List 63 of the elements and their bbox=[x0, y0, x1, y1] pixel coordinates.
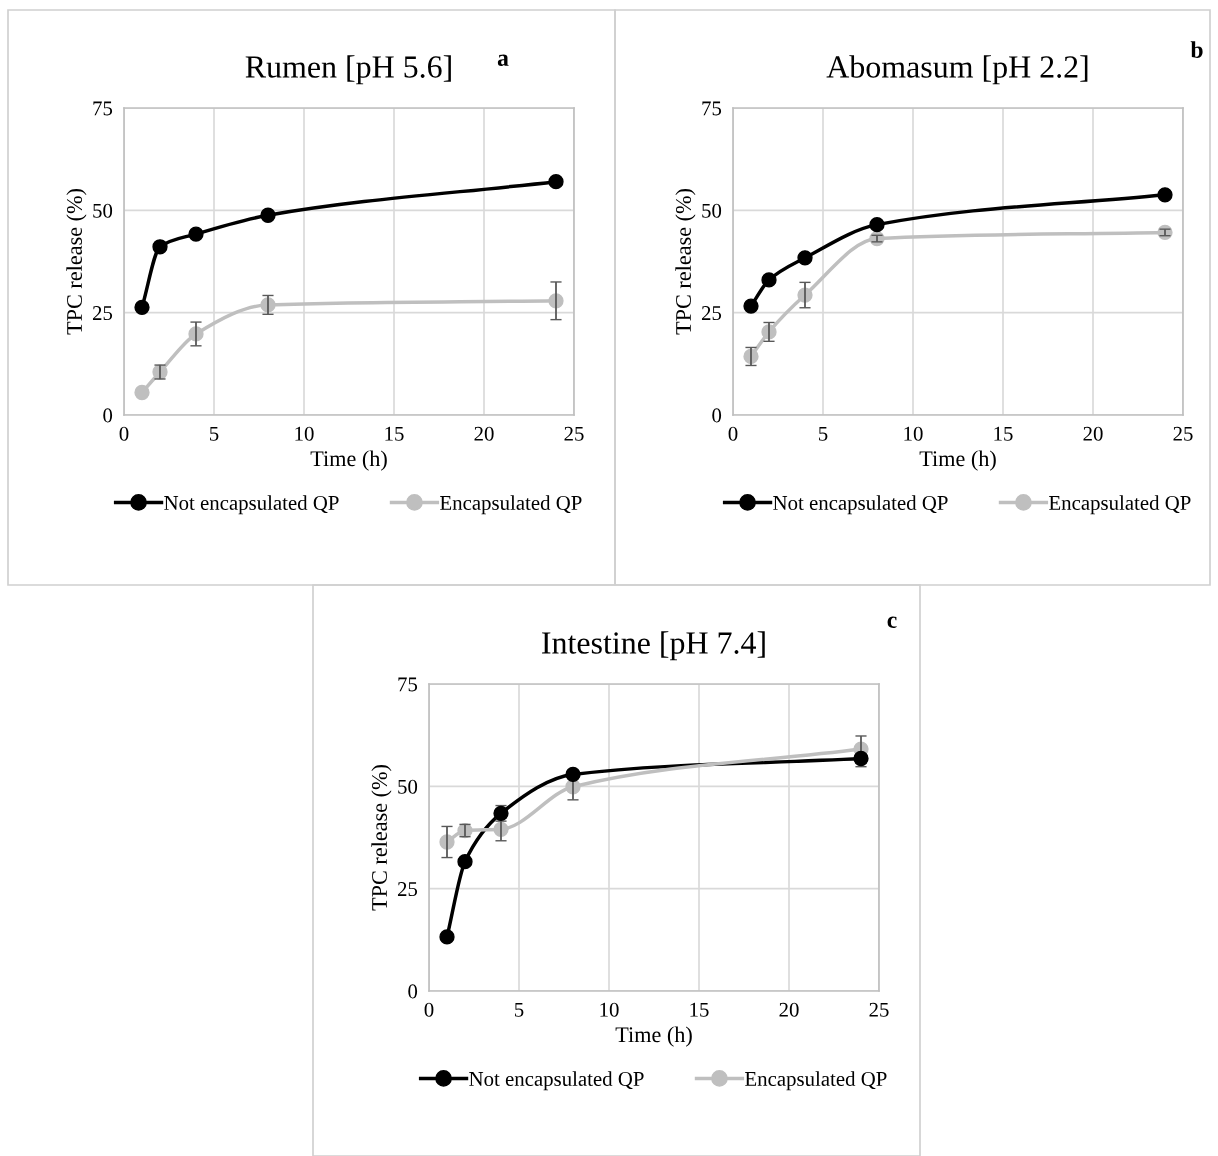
point bbox=[457, 854, 473, 870]
legend-label: Not encapsulated QP bbox=[773, 495, 948, 515]
legend-label: Encapsulated QP bbox=[745, 1071, 887, 1091]
y-tick-label: 0 bbox=[408, 984, 418, 999]
x-tick-label: 15 bbox=[994, 426, 1013, 441]
point bbox=[260, 207, 276, 223]
y-axis-title: TPC release (%) bbox=[66, 189, 87, 335]
x-tick-label: 0 bbox=[119, 426, 129, 441]
y-tick-label: 0 bbox=[103, 408, 113, 423]
x-tick-label: 10 bbox=[904, 426, 923, 441]
x-tick-label: 0 bbox=[424, 1002, 434, 1017]
text: c bbox=[887, 616, 897, 628]
point bbox=[188, 226, 204, 242]
point bbox=[565, 766, 581, 783]
point bbox=[1157, 187, 1173, 203]
point bbox=[439, 929, 455, 945]
x-tick-label: 25 bbox=[564, 426, 584, 441]
point bbox=[548, 174, 564, 190]
legend-label: Encapsulated QP bbox=[1049, 495, 1191, 515]
x-tick-label: 5 bbox=[819, 426, 828, 441]
point bbox=[134, 299, 150, 315]
x-tick-label: 15 bbox=[690, 1002, 709, 1017]
x-tick-label: 20 bbox=[474, 426, 494, 441]
legend-label: Not encapsulated QP bbox=[164, 495, 339, 515]
y-tick-label: 25 bbox=[92, 306, 113, 321]
x-tick-label: 5 bbox=[515, 1002, 524, 1017]
x-axis-title: Time (h) bbox=[615, 1026, 692, 1047]
x-tick-label: 10 bbox=[295, 426, 314, 441]
y-tick-label: 75 bbox=[702, 101, 722, 116]
x-tick-label: 15 bbox=[385, 426, 404, 441]
y-tick-label: 25 bbox=[701, 306, 722, 321]
chart-title: Intestine [pH 7.4] bbox=[542, 631, 765, 661]
y-tick-label: 50 bbox=[702, 203, 722, 218]
y-tick-label: 0 bbox=[712, 408, 722, 423]
x-tick-label: 20 bbox=[779, 1002, 799, 1017]
y-tick-label: 75 bbox=[93, 101, 113, 116]
x-tick-label: 20 bbox=[1083, 426, 1103, 441]
legend-label: Not encapsulated QP bbox=[469, 1071, 644, 1091]
x-tick-label: 10 bbox=[600, 1002, 619, 1017]
point bbox=[761, 272, 777, 288]
y-tick-label: 75 bbox=[398, 677, 418, 692]
point bbox=[869, 217, 885, 233]
x-tick-label: 5 bbox=[210, 426, 219, 441]
x-tick-label: 25 bbox=[1173, 426, 1193, 441]
y-axis-title: TPC release (%) bbox=[371, 765, 392, 911]
text: b bbox=[1190, 41, 1203, 58]
x-axis-title: Time (h) bbox=[310, 450, 387, 471]
y-axis-title: TPC release (%) bbox=[675, 189, 696, 335]
chart-title: Rumen [pH 5.6] bbox=[245, 55, 451, 85]
point bbox=[134, 384, 150, 401]
point bbox=[853, 750, 869, 767]
legend-label: Encapsulated QP bbox=[440, 495, 582, 515]
point bbox=[152, 239, 168, 255]
y-tick-label: 50 bbox=[93, 203, 113, 218]
x-axis-title: Time (h) bbox=[919, 450, 996, 471]
x-tick-label: 0 bbox=[728, 426, 738, 441]
point bbox=[797, 250, 813, 266]
x-tick-label: 25 bbox=[869, 1002, 889, 1017]
y-tick-label: 25 bbox=[397, 882, 418, 897]
chart-title: Abomasum [pH 2.2] bbox=[826, 55, 1088, 85]
text: a bbox=[497, 54, 509, 66]
point bbox=[743, 298, 759, 314]
y-tick-label: 50 bbox=[398, 779, 418, 794]
